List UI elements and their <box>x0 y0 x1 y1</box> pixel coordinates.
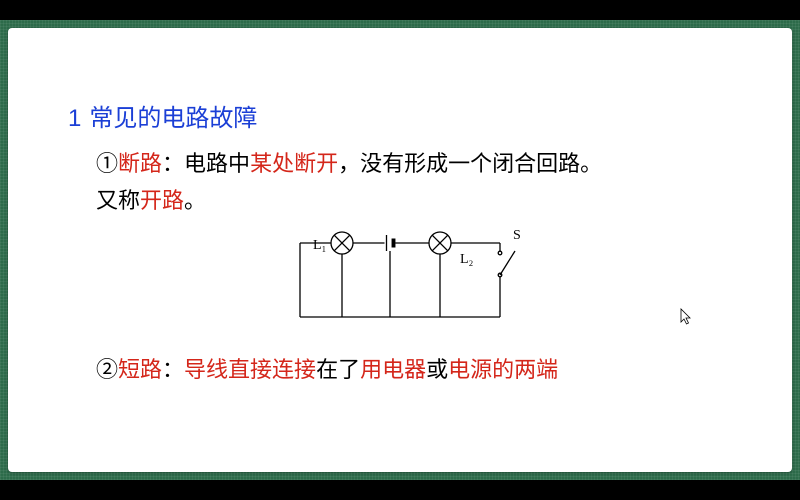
item-2-red2: 用电器 <box>360 357 426 382</box>
item-2-red1: 导线直接连接 <box>184 357 316 382</box>
item-1-line-1: ①断路：电路中某处断开，没有形成一个闭合回路。 <box>96 147 732 180</box>
svg-text:S: S <box>513 228 521 243</box>
slide-border: 1常见的电路故障 ①断路：电路中某处断开，没有形成一个闭合回路。 又称开路。 S… <box>0 20 800 480</box>
item-2-black1: 在了 <box>316 357 360 382</box>
item-1-text-c: ，没有形成一个闭合回路。 <box>338 151 602 176</box>
slide-page: 1常见的电路故障 ①断路：电路中某处断开，没有形成一个闭合回路。 又称开路。 S… <box>0 0 800 500</box>
svg-text:L₁: L₁ <box>313 238 326 253</box>
mouse-cursor-icon <box>680 308 692 326</box>
item-2-term: 短路 <box>118 357 162 382</box>
item-1-line2-c: 。 <box>184 188 206 213</box>
item-1-text-b: 某处断开 <box>250 151 338 176</box>
item-1-line2-a: 又称 <box>96 188 140 213</box>
item-1-line-2: 又称开路。 <box>96 184 732 217</box>
item-1-marker: ① <box>96 151 118 176</box>
item-2-line: ②短路：导线直接连接在了用电器或电源的两端 <box>96 353 732 386</box>
letterbox-top <box>0 0 800 20</box>
heading-number: 1 <box>68 105 81 132</box>
section-heading: 1 常见的电路故障 <box>68 98 732 133</box>
item-1-colon: ： <box>162 151 184 176</box>
item-2-marker: ② <box>96 357 118 382</box>
item-1-term: 断路 <box>118 151 162 176</box>
circuit-diagram: S L₁ L₂ <box>270 225 530 335</box>
heading-title: 常见的电路故障 <box>89 105 257 132</box>
item-1-line2-b: 开路 <box>140 188 184 213</box>
item-2-black2: 或 <box>426 357 448 382</box>
item-2-red3: 电源的两端 <box>448 357 558 382</box>
letterbox-bottom <box>0 480 800 500</box>
svg-text:L₂: L₂ <box>460 252 474 267</box>
item-1-text-a: 电路中 <box>184 151 250 176</box>
item-2-colon: ： <box>162 357 184 382</box>
slide-content: 1常见的电路故障 ①断路：电路中某处断开，没有形成一个闭合回路。 又称开路。 S… <box>8 28 792 472</box>
